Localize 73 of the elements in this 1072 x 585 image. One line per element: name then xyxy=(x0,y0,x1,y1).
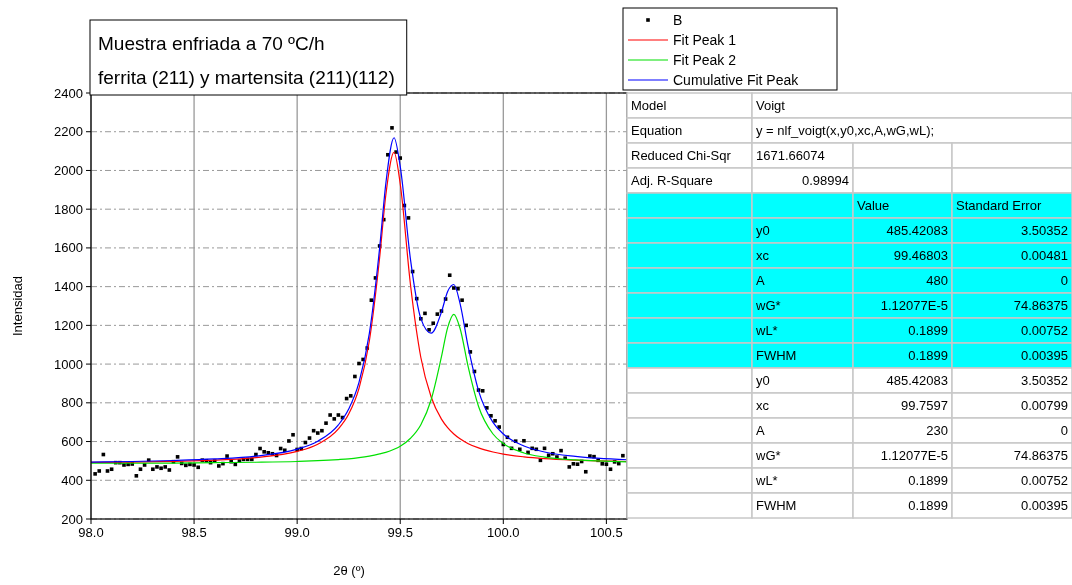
text: wL* xyxy=(755,323,778,338)
text: 0.1899 xyxy=(908,498,948,513)
text: xc xyxy=(756,398,770,413)
text: 0 xyxy=(1060,273,1068,288)
text: 485.42083 xyxy=(886,373,948,388)
text: A xyxy=(756,423,765,438)
text: 3.50352 xyxy=(1021,373,1068,388)
legend-label: Fit Peak 1 xyxy=(673,32,737,48)
text: y = nlf_voigt(x,y0,xc,A,wG,wL); xyxy=(756,123,935,138)
legend-label: Cumulative Fit Peak xyxy=(673,72,800,88)
x-tick-label: 100.0 xyxy=(487,525,520,540)
x-tick-label: 100.5 xyxy=(590,525,623,540)
y-tick-label: 2000 xyxy=(54,162,83,178)
text: y0 xyxy=(756,223,770,238)
text: 0.98994 xyxy=(802,173,849,188)
text: FWHM xyxy=(756,498,797,513)
y-tick-label: 200 xyxy=(61,511,83,527)
chart-subtitle: ferrita (211) y martensita (211)(112) xyxy=(98,67,395,88)
text: Adj. R-Square xyxy=(631,173,713,188)
text: 3.50352 xyxy=(1021,223,1068,238)
text: 0.00752 xyxy=(1021,473,1068,488)
text: 0.1899 xyxy=(908,323,948,338)
text: 0.00481 xyxy=(1021,248,1068,263)
text: 0.00395 xyxy=(1021,348,1068,363)
text: 0.1899 xyxy=(908,348,948,363)
text: Reduced Chi-Sqr xyxy=(631,148,732,163)
legend-label: B xyxy=(673,12,683,28)
y-tick-label: 1800 xyxy=(54,201,83,217)
x-axis-title: 2θ (º) xyxy=(333,563,365,578)
y-tick-label: 1400 xyxy=(54,279,83,295)
y-tick-label: 1600 xyxy=(54,240,83,256)
text: 485.42083 xyxy=(886,223,948,238)
text: 99.7597 xyxy=(901,398,948,413)
text: Model xyxy=(631,98,667,113)
text: 230 xyxy=(926,423,948,438)
text: 99.46803 xyxy=(893,248,948,263)
text: 0 xyxy=(1060,423,1068,438)
text: wG* xyxy=(755,298,781,313)
text: 1.12077E-5 xyxy=(880,298,948,313)
text: 1671.66074 xyxy=(756,148,825,163)
text: y0 xyxy=(756,373,770,388)
y-tick-label: 1200 xyxy=(54,317,83,333)
text: A xyxy=(756,273,765,288)
x-tick-label: 98.0 xyxy=(78,525,104,540)
text: 480 xyxy=(926,273,948,288)
legend-label: Fit Peak 2 xyxy=(673,52,737,68)
text: Voigt xyxy=(756,98,786,113)
text: wG* xyxy=(755,448,781,463)
text: xc xyxy=(756,248,770,263)
text: 74.86375 xyxy=(1013,448,1068,463)
x-tick-label: 98.5 xyxy=(181,525,207,540)
y-tick-label: 800 xyxy=(61,395,83,411)
x-tick-label: 99.5 xyxy=(387,525,413,540)
text: 1.12077E-5 xyxy=(880,448,948,463)
y-tick-label: 1000 xyxy=(54,356,83,372)
text: wL* xyxy=(755,473,778,488)
text: Standard Error xyxy=(956,198,1042,213)
y-tick-label: 600 xyxy=(61,434,83,450)
x-tick-label: 99.0 xyxy=(284,525,310,540)
text: Value xyxy=(857,198,890,213)
y-tick-label: 400 xyxy=(61,472,83,488)
text: 0.1899 xyxy=(908,473,948,488)
y-tick-label: 2200 xyxy=(54,124,83,140)
text: 0.00752 xyxy=(1021,323,1068,338)
y-tick-label: 2400 xyxy=(54,85,83,101)
line-series xyxy=(90,313,628,464)
text: FWHM xyxy=(756,348,797,363)
text: 74.86375 xyxy=(1013,298,1068,313)
text: 0.00395 xyxy=(1021,498,1068,513)
text: 0.00799 xyxy=(1021,398,1068,413)
y-axis-title: Intensidad xyxy=(10,276,25,336)
text: Equation xyxy=(631,123,683,138)
chart-title: Muestra enfriada a 70 ºC/h xyxy=(98,33,325,54)
